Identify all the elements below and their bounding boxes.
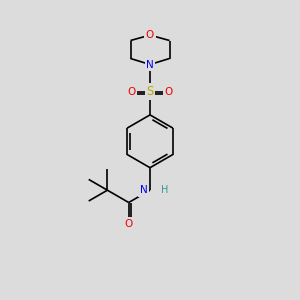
Text: O: O	[164, 86, 173, 97]
Text: O: O	[127, 86, 136, 97]
Text: H: H	[160, 185, 168, 195]
Text: S: S	[146, 85, 154, 98]
Text: N: N	[140, 185, 148, 195]
Text: O: O	[146, 30, 154, 40]
Text: O: O	[124, 218, 133, 229]
Text: N: N	[146, 59, 154, 70]
